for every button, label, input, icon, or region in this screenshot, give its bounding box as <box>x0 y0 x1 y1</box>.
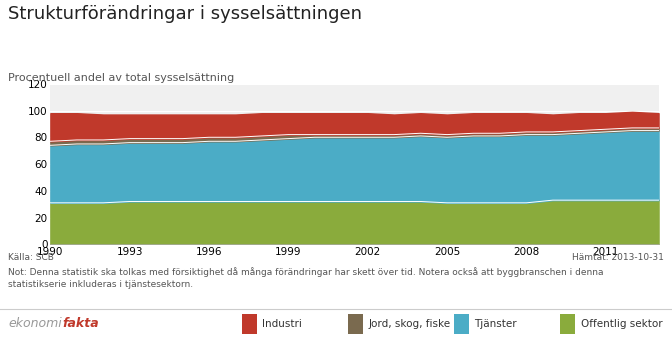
Text: Offentlig sektor: Offentlig sektor <box>581 319 662 329</box>
Text: ekonomi: ekonomi <box>8 317 62 331</box>
Text: Hämtat: 2013-10-31: Hämtat: 2013-10-31 <box>572 253 664 262</box>
Text: Jord, skog, fiske: Jord, skog, fiske <box>368 319 450 329</box>
Text: fakta: fakta <box>62 317 99 331</box>
Text: Strukturförändringar i sysselsättningen: Strukturförändringar i sysselsättningen <box>8 5 362 23</box>
Text: Not: Denna statistik ska tolkas med försiktighet då många förändringar har skett: Not: Denna statistik ska tolkas med förs… <box>8 267 603 289</box>
Text: Industri: Industri <box>262 319 302 329</box>
Text: Procentuell andel av total sysselsättning: Procentuell andel av total sysselsättnin… <box>8 73 235 83</box>
Text: Källa: SCB: Källa: SCB <box>8 253 54 262</box>
Text: Tjänster: Tjänster <box>474 319 517 329</box>
